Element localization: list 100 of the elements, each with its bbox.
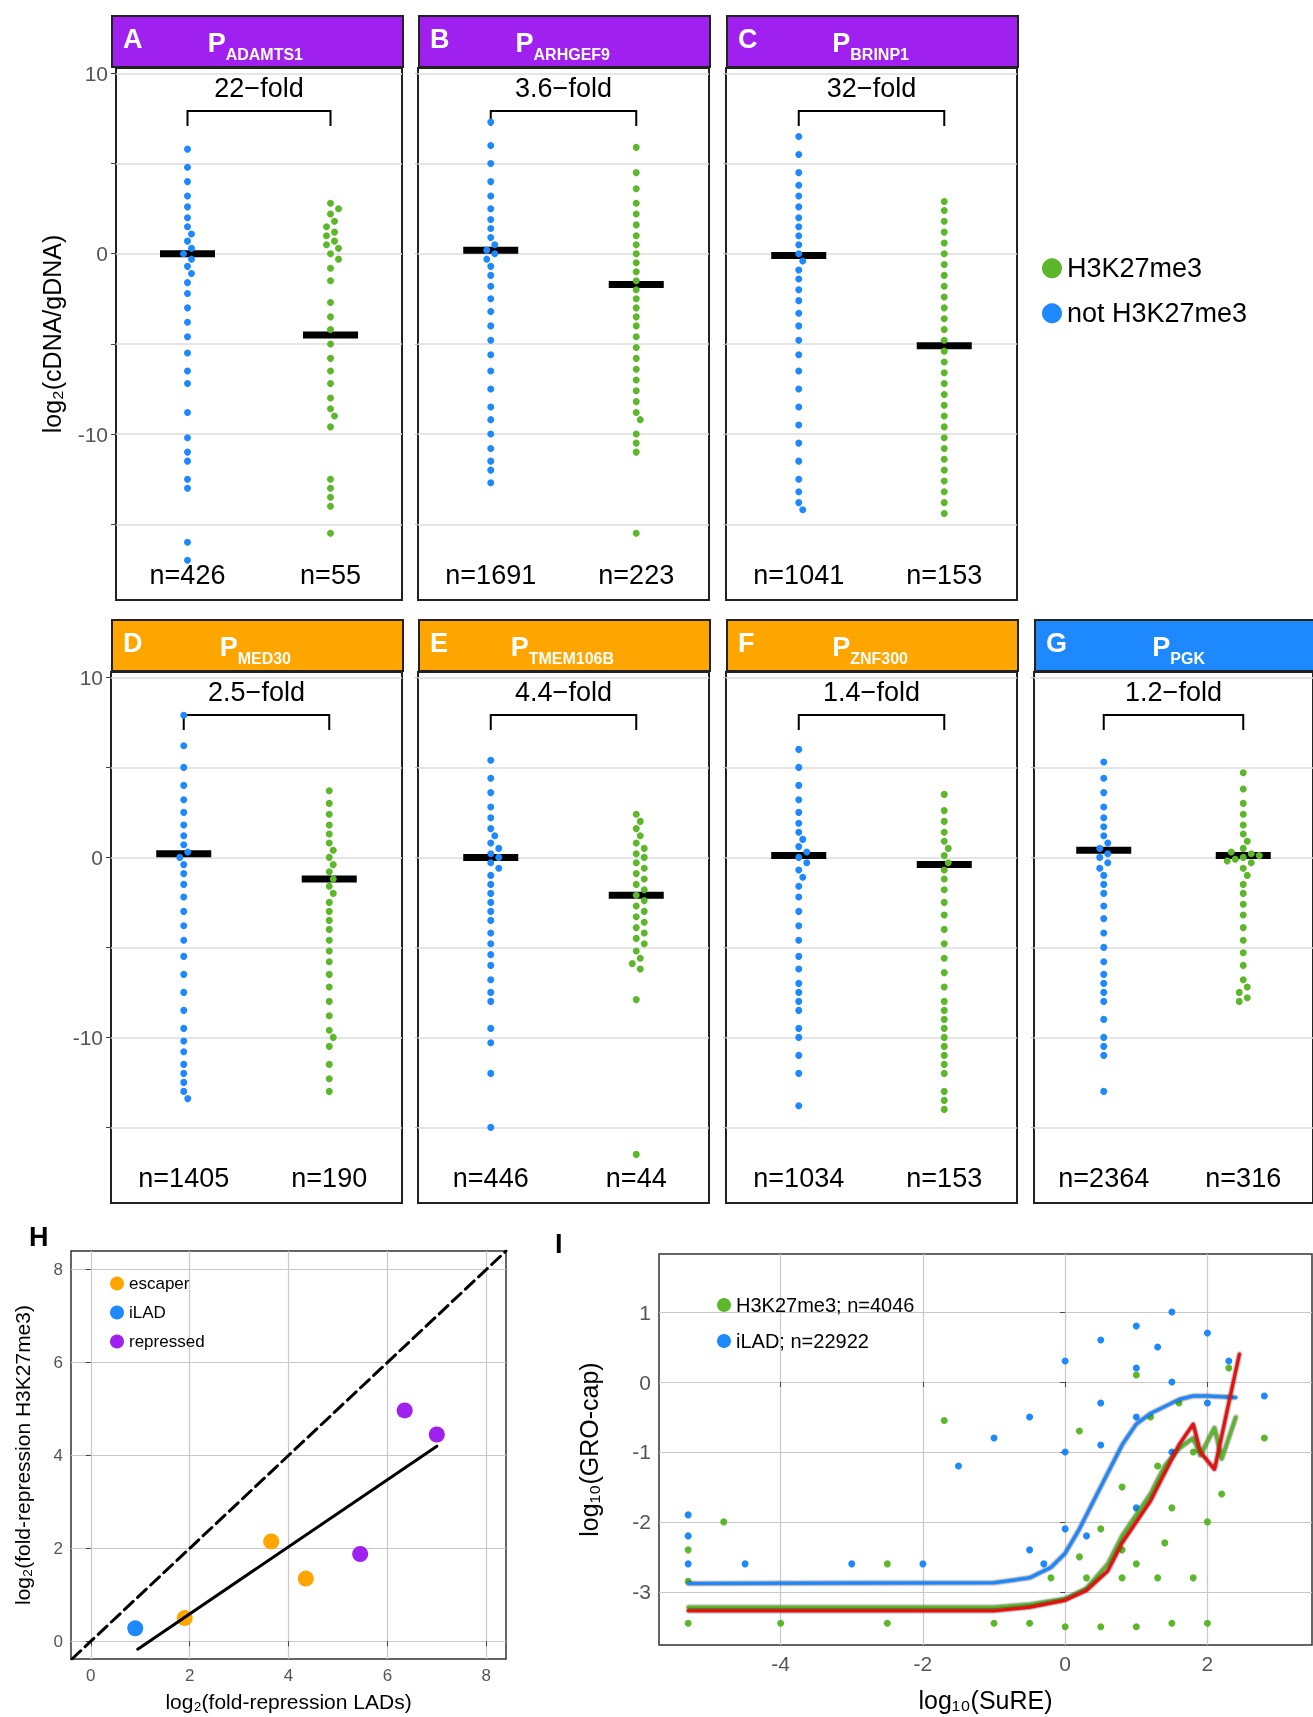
y-tick-label: 0 [639, 1370, 651, 1394]
point [1203, 1329, 1211, 1337]
point [919, 1560, 927, 1568]
point [883, 1619, 891, 1627]
point [428, 1426, 445, 1443]
point [1168, 1619, 1176, 1627]
y-axis-title: log₂(cDNA/gDNA) [37, 234, 66, 434]
y-tick-label: 6 [53, 1353, 63, 1373]
point [1189, 1574, 1197, 1582]
point [990, 1619, 998, 1627]
point [1097, 1441, 1105, 1449]
x-tick-label: n=223 [598, 559, 675, 590]
y-tick-label: -10 [72, 1025, 103, 1049]
x-axis-title: log₁₀(SuRE) [918, 1685, 1053, 1714]
point [848, 1560, 856, 1568]
point [1061, 1448, 1069, 1456]
x-tick-label: n=44 [605, 1162, 667, 1193]
y-tick-label: -2 [632, 1510, 651, 1534]
chart-title: I [555, 1228, 563, 1259]
x-tick-label: n=426 [149, 559, 226, 590]
y-tick-label: 0 [91, 845, 103, 869]
point [741, 1560, 749, 1568]
text: A [123, 23, 143, 54]
x-tick-label: 0 [1059, 1652, 1072, 1675]
text: D [123, 627, 143, 658]
line-series [686, 1352, 1241, 1613]
x-tick-label: n=2364 [1058, 1162, 1150, 1193]
legend-label: iLAD; n=22922 [736, 1330, 869, 1352]
line-series [686, 1415, 1238, 1609]
annotation: 22−fold [214, 72, 304, 103]
y-tick-label: -3 [632, 1580, 651, 1604]
point [1026, 1413, 1034, 1421]
point [1083, 1574, 1091, 1582]
y-tick-label: 0 [53, 1631, 63, 1651]
point [1047, 1574, 1055, 1582]
x-tick-label: 2 [184, 1666, 195, 1685]
legend-label: H3K27me3; n=4046 [736, 1294, 915, 1316]
point [1203, 1518, 1211, 1526]
y-axis-title: log₂(fold-repression H3K27me3) [11, 1305, 34, 1605]
y-tick-label: 0 [96, 242, 108, 266]
point [1061, 1525, 1069, 1533]
y-tick-label: -10 [77, 422, 108, 446]
point [1203, 1619, 1211, 1627]
x-tick-label: n=153 [906, 559, 983, 590]
legend-label: repressed [129, 1332, 205, 1351]
x-tick-label: n=1041 [753, 559, 845, 590]
y-tick-label: 1 [639, 1300, 651, 1324]
point [1189, 1448, 1197, 1456]
point [684, 1511, 692, 1519]
x-tick-label: n=446 [452, 1162, 529, 1193]
x-tick-label: 2 [1201, 1652, 1214, 1675]
annotation: 1.2−fold [1125, 676, 1222, 707]
point [684, 1546, 692, 1554]
point [1225, 1364, 1233, 1372]
point [1154, 1462, 1162, 1470]
y-tick-label: 10 [84, 61, 108, 85]
legend-label: not H3K27me3 [1067, 298, 1248, 329]
text: E [430, 627, 449, 658]
point [1154, 1343, 1162, 1351]
text: F [738, 627, 755, 658]
x-tick-label: 4 [283, 1666, 294, 1685]
y-axis-title: log₁₀(GRO-cap) [574, 1362, 603, 1537]
point [777, 1619, 785, 1627]
point [297, 1570, 314, 1587]
point [1097, 1525, 1105, 1533]
point [1132, 1413, 1140, 1421]
point [1132, 1364, 1140, 1372]
annotation: 1.4−fold [823, 676, 920, 707]
point [1260, 1392, 1268, 1400]
point [352, 1545, 369, 1562]
point [1040, 1560, 1048, 1568]
x-tick-label: n=1405 [138, 1162, 230, 1193]
chart-title: H [29, 1221, 49, 1252]
y-tick-label: -1 [632, 1440, 651, 1464]
annotation: 3.6−fold [515, 72, 612, 103]
point [1154, 1574, 1162, 1582]
point [1132, 1560, 1140, 1568]
x-tick-label: n=55 [300, 559, 361, 590]
x-tick-label: -4 [771, 1652, 791, 1675]
text: G [1046, 627, 1068, 658]
y-tick-label: 10 [79, 665, 103, 689]
point [1203, 1399, 1211, 1407]
y-tick-label: 8 [53, 1260, 63, 1280]
point [1132, 1623, 1140, 1631]
line-series [686, 1394, 1238, 1585]
point [1225, 1357, 1233, 1365]
x-tick-label: n=190 [291, 1162, 368, 1193]
x-tick-label: 8 [481, 1666, 491, 1685]
point [954, 1462, 962, 1470]
point [263, 1533, 280, 1550]
point [127, 1620, 144, 1637]
x-tick-label: n=1034 [753, 1162, 845, 1193]
point [1132, 1322, 1140, 1330]
text: C [738, 23, 758, 54]
point [1168, 1308, 1176, 1316]
point [1026, 1546, 1034, 1554]
x-tick-label: n=316 [1205, 1162, 1282, 1193]
x-tick-label: 6 [382, 1666, 393, 1685]
y-tick-label: 2 [53, 1538, 63, 1558]
point [720, 1518, 728, 1526]
